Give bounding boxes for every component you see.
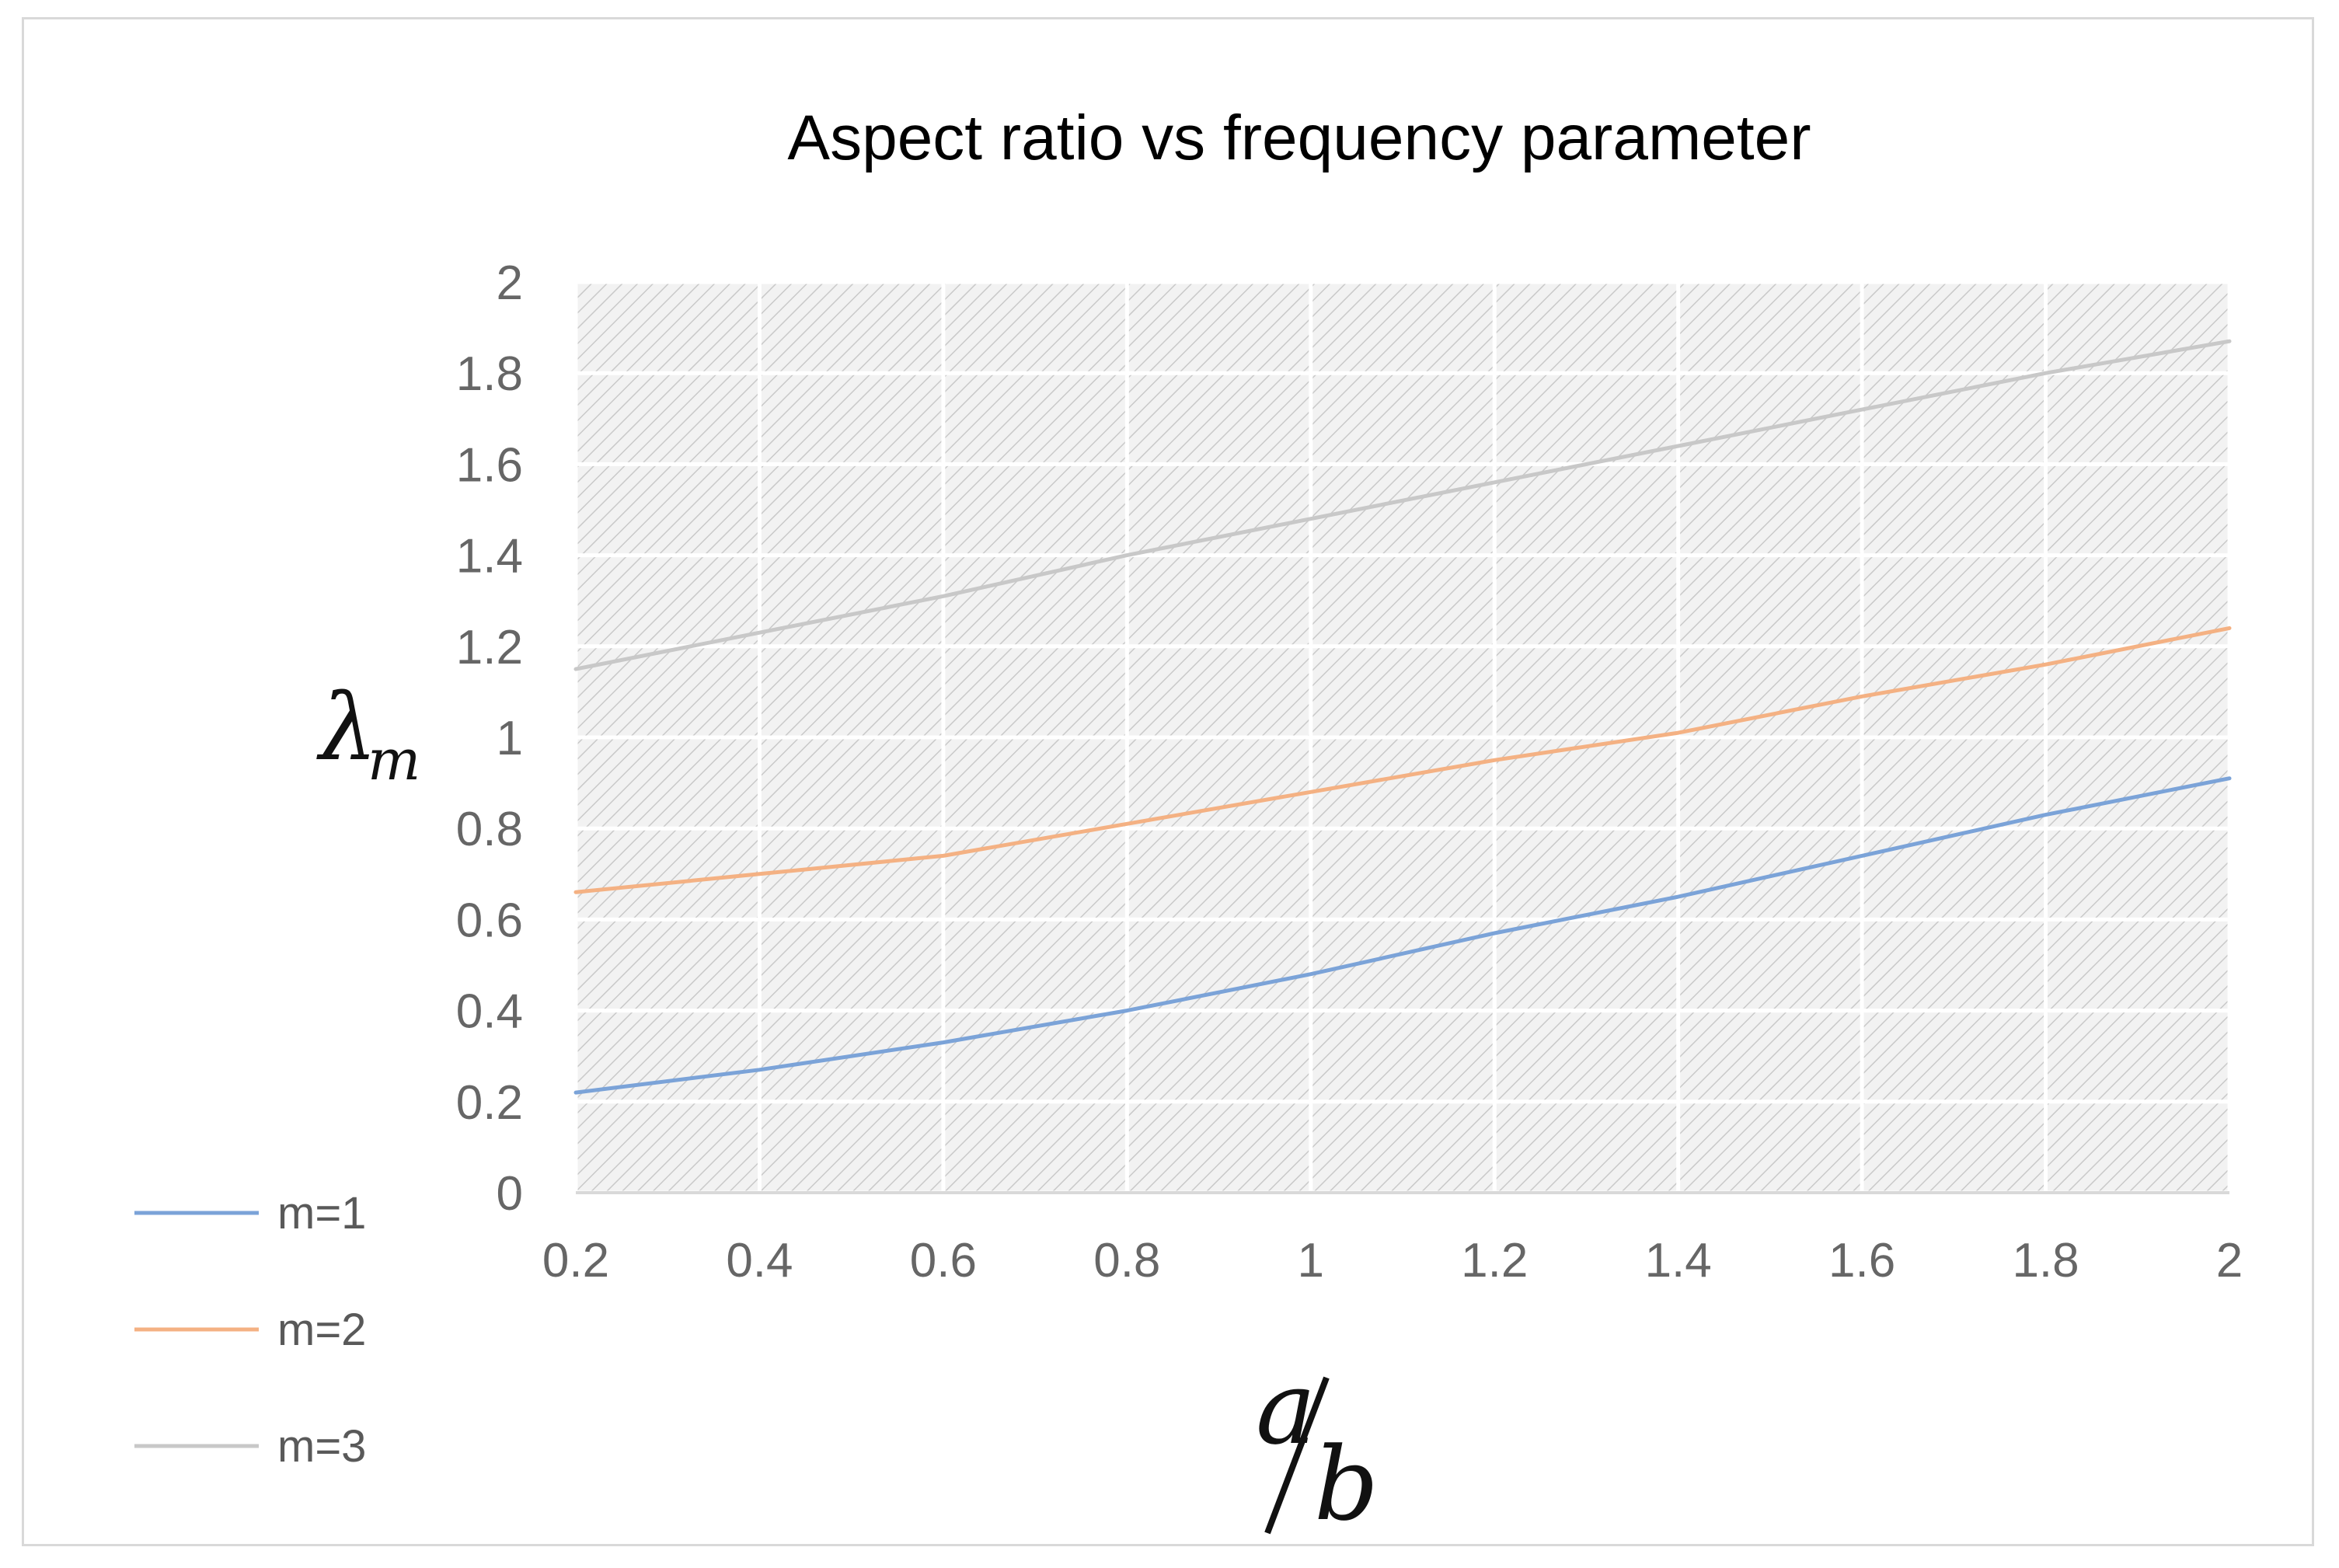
x-tick-labels: 0.2 0.4 0.6 0.8 1 1.2 1.4 1.6 1.8 2 xyxy=(542,1234,2243,1288)
series-line-m-3 xyxy=(573,339,2232,671)
y-tick-label: 1.2 xyxy=(456,621,523,674)
x-tick-label: 0.8 xyxy=(1093,1234,1160,1288)
chart-title: Aspect ratio vs frequency parameter xyxy=(787,103,1811,173)
x-tick-label: 0.4 xyxy=(726,1234,793,1288)
y-tick-label: 1.8 xyxy=(456,347,523,401)
x-tick-label: 1.2 xyxy=(1461,1234,1528,1288)
y-axis-label-subscript: m xyxy=(368,727,420,793)
series-line-m-1 xyxy=(573,776,2232,1095)
x-axis-label-slash xyxy=(1264,1376,1330,1535)
legend-label: m=3 xyxy=(277,1421,366,1472)
y-tick-label: 0.6 xyxy=(456,894,523,947)
x-tick-label: 1.8 xyxy=(2012,1234,2079,1288)
y-tick-label: 1 xyxy=(497,712,523,765)
y-tick-label: 1.4 xyxy=(456,530,523,584)
grid-lines xyxy=(573,280,2232,1195)
series-lines xyxy=(573,339,2232,1095)
x-tick-label: 1.6 xyxy=(1828,1234,1895,1288)
series-line-m-2 xyxy=(573,625,2232,894)
legend: m=1 m=2 m=3 xyxy=(134,1188,366,1472)
y-tick-label: 0.2 xyxy=(456,1076,523,1130)
x-tick-label: 0.6 xyxy=(910,1234,977,1288)
y-tick-label: 0.4 xyxy=(456,985,523,1039)
y-tick-label: 1.6 xyxy=(456,438,523,492)
chart-frame: Aspect ratio vs frequency parameter 0 0.2… xyxy=(22,17,2314,1546)
legend-label: m=2 xyxy=(277,1305,366,1355)
legend-label: m=1 xyxy=(277,1188,366,1239)
x-tick-label: 0.2 xyxy=(542,1234,609,1288)
x-tick-label: 1.4 xyxy=(1645,1234,1712,1288)
y-axis-label: λ m xyxy=(316,674,420,793)
y-tick-label: 0.8 xyxy=(456,803,523,856)
y-tick-label: 2 xyxy=(497,256,523,310)
y-tick-label: 0 xyxy=(497,1167,523,1221)
x-tick-label: 1 xyxy=(1298,1234,1324,1288)
y-axis-label-symbol: λ xyxy=(316,674,378,781)
x-tick-label: 2 xyxy=(2216,1234,2243,1288)
y-tick-labels: 0 0.2 0.4 0.6 0.8 1 1.2 1.4 1.6 1.8 2 xyxy=(456,256,523,1221)
x-axis-label-denominator: b xyxy=(1314,1425,1379,1543)
x-axis-label: a b xyxy=(1256,1349,1379,1543)
line-chart: Aspect ratio vs frequency parameter 0 0.2… xyxy=(134,103,2243,1543)
x-axis-label-numerator: a xyxy=(1256,1349,1316,1467)
